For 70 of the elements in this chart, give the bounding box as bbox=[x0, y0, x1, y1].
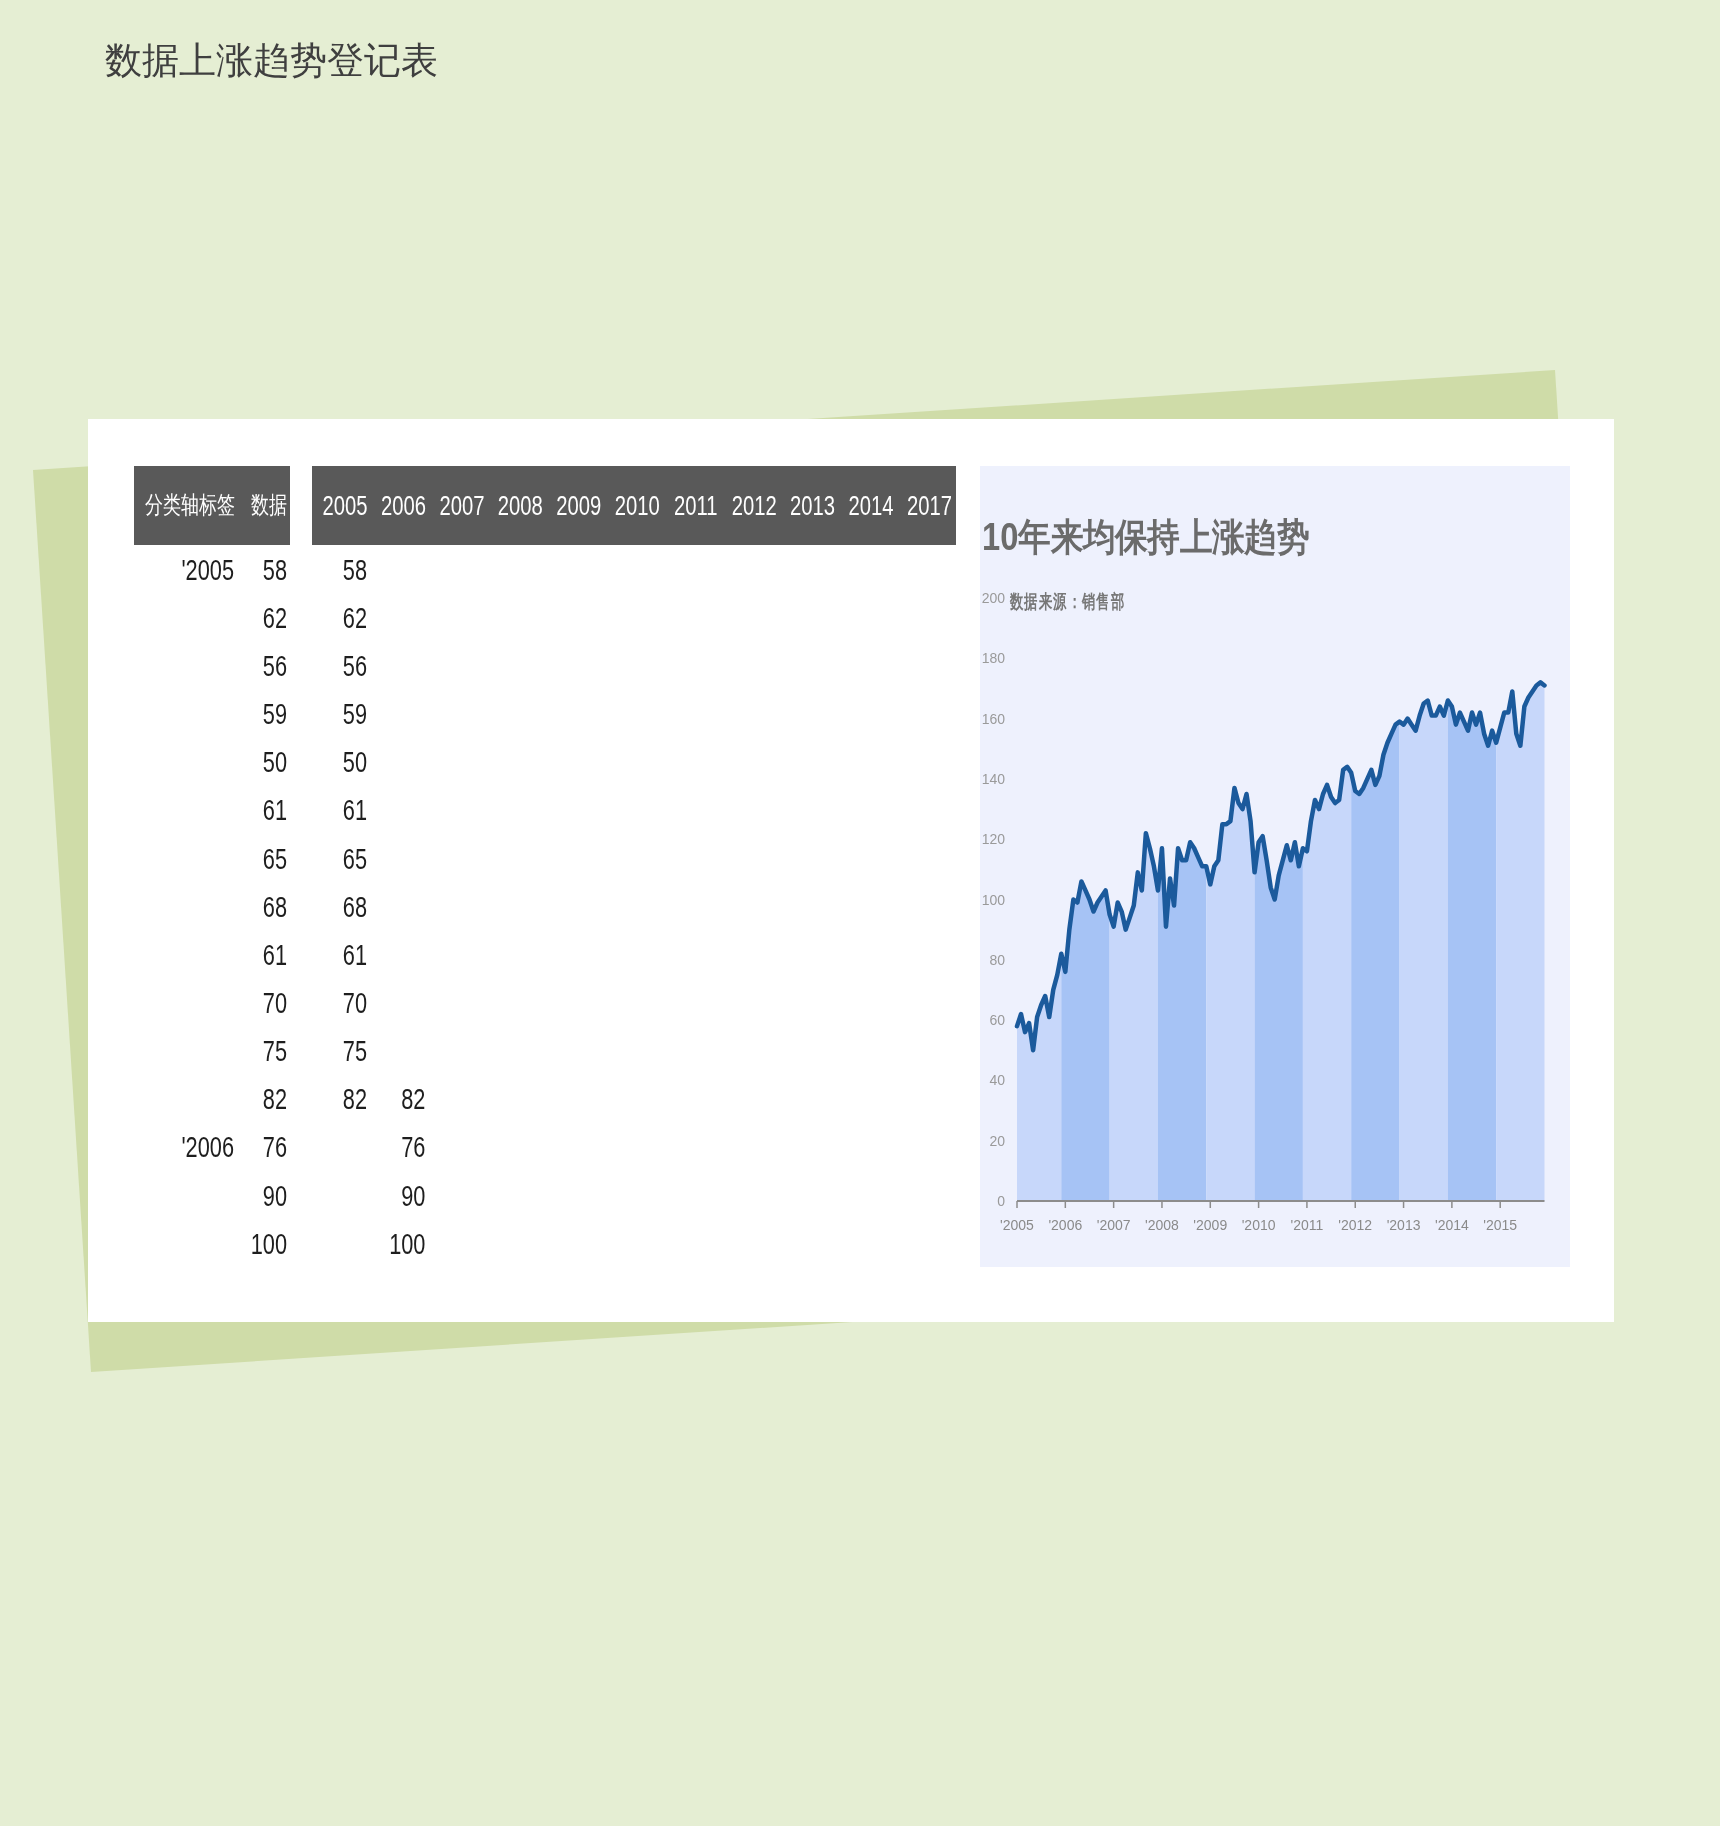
x-tick-label: '2012 bbox=[1338, 1217, 1373, 1233]
data-label: 75 bbox=[262, 1035, 287, 1067]
x-tick-label: 2009 bbox=[556, 489, 602, 521]
x-tick-label: 2006 bbox=[380, 489, 426, 521]
annotation: 数据来源：销售部 bbox=[1009, 590, 1126, 612]
x-tick-label: '2015 bbox=[1483, 1217, 1518, 1233]
data-label: 61 bbox=[262, 938, 287, 971]
y-tick-label: 40 bbox=[989, 1072, 1006, 1089]
data-label: 82 bbox=[401, 1083, 426, 1115]
x-tick-label: 2017 bbox=[906, 489, 953, 521]
x-tick-label: 2010 bbox=[614, 489, 660, 521]
data-label: 61 bbox=[342, 794, 367, 827]
chart-title: 数据上涨趋势登记表 bbox=[105, 39, 438, 81]
x-tick-label: '2009 bbox=[1193, 1217, 1228, 1233]
x-tick-label: '2011 bbox=[1290, 1217, 1324, 1233]
data-label: 58 bbox=[342, 553, 367, 586]
x-tick-label: 2008 bbox=[497, 489, 543, 521]
y-tick-label: 60 bbox=[989, 1012, 1006, 1029]
data-label: 61 bbox=[342, 938, 367, 971]
x-tick-label: 2005 bbox=[322, 489, 368, 521]
x-tick-label: 2011 bbox=[673, 489, 718, 521]
x-tick-label: 2012 bbox=[731, 489, 777, 521]
data-label: 58 bbox=[262, 553, 287, 586]
data-label: 100 bbox=[389, 1227, 426, 1260]
data-label: 90 bbox=[401, 1179, 426, 1212]
x-tick-label: '2014 bbox=[1434, 1217, 1469, 1233]
data-label: 59 bbox=[262, 698, 287, 730]
data-label: 70 bbox=[262, 987, 287, 1019]
data-label: 61 bbox=[262, 794, 287, 827]
y-axis-title: 分类轴标签 bbox=[145, 491, 235, 519]
x-tick-label: '2006 bbox=[1048, 1217, 1083, 1233]
data-label: 56 bbox=[342, 649, 367, 682]
x-tick-label: 数据 bbox=[251, 491, 287, 519]
x-tick-label: '2010 bbox=[1241, 1217, 1276, 1233]
data-label: 75 bbox=[342, 1035, 367, 1067]
y-tick-label: 20 bbox=[989, 1132, 1006, 1149]
data-label: 82 bbox=[262, 1083, 287, 1115]
data-label: 62 bbox=[342, 601, 367, 634]
x-tick-label: 2013 bbox=[790, 489, 836, 521]
y-tick-label: 80 bbox=[989, 951, 1006, 968]
data-label: 62 bbox=[262, 601, 287, 634]
data-label: 76 bbox=[262, 1131, 287, 1164]
y-tick-label: 180 bbox=[981, 650, 1006, 667]
y-tick-label: 100 bbox=[981, 891, 1006, 908]
data-label: 100 bbox=[250, 1227, 287, 1260]
data-label: 50 bbox=[262, 746, 287, 778]
x-tick-label: '2005 bbox=[1000, 1217, 1035, 1233]
data-label: 68 bbox=[262, 890, 287, 923]
y-tick-label: 140 bbox=[981, 770, 1006, 787]
y-tick-label: 200 bbox=[981, 590, 1006, 606]
data-label: 82 bbox=[342, 1083, 367, 1115]
data-label: 76 bbox=[401, 1131, 426, 1164]
x-tick-label: 2007 bbox=[439, 489, 485, 521]
data-label: 90 bbox=[262, 1179, 287, 1212]
x-tick-label: '2013 bbox=[1386, 1217, 1421, 1233]
y-tick-label: 160 bbox=[981, 710, 1006, 727]
data-label: 50 bbox=[342, 746, 367, 778]
x-tick-label: '2007 bbox=[1096, 1217, 1131, 1233]
line-series bbox=[1014, 680, 1547, 1053]
data-label: 56 bbox=[262, 649, 287, 682]
x-tick-label: '2008 bbox=[1145, 1217, 1180, 1233]
y-tick-label: 0 bbox=[997, 1193, 1006, 1209]
data-label: 65 bbox=[342, 842, 367, 875]
x-tick-label: 2014 bbox=[848, 489, 894, 521]
data-label: 59 bbox=[342, 698, 367, 730]
data-label: 68 bbox=[342, 890, 367, 923]
data-label: 65 bbox=[262, 842, 287, 875]
y-tick-label: 120 bbox=[981, 831, 1006, 848]
chart-title: 10年来均保持上涨趋势 bbox=[982, 515, 1309, 559]
data-label: 70 bbox=[342, 987, 367, 1019]
